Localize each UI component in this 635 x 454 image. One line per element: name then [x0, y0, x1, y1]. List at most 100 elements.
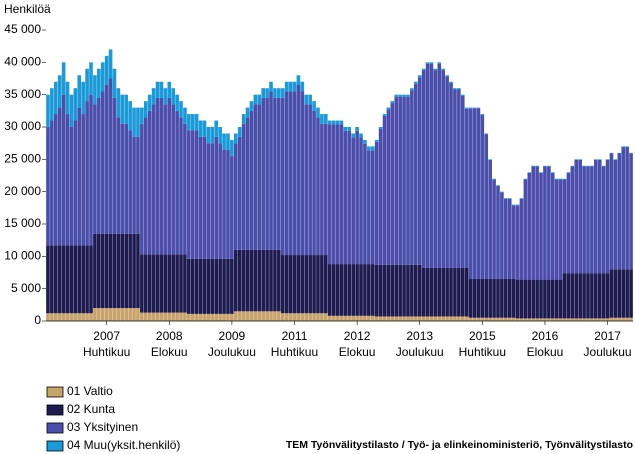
bar-segment [496, 278, 500, 318]
bar-segment [331, 124, 336, 265]
bar-segment [378, 127, 383, 129]
bar-segment [179, 312, 183, 321]
bar-segment [535, 279, 539, 319]
bar-segment [460, 316, 465, 321]
bar-segment [433, 316, 438, 321]
bar-segment [226, 313, 230, 321]
bar-segment [429, 316, 434, 321]
bar-segment [570, 318, 575, 321]
bar-segment [425, 62, 430, 64]
bar-segment [468, 107, 473, 109]
bar-segment [222, 258, 226, 314]
bar-segment [179, 117, 183, 255]
bar-segment [417, 264, 422, 317]
bar-segment [386, 109, 391, 265]
bar-segment [120, 94, 125, 124]
bar-segment [312, 110, 316, 256]
bar-segment [617, 317, 622, 321]
bar-segment [273, 249, 277, 312]
bar-segment [187, 313, 191, 321]
bar-segment [543, 318, 547, 321]
bar-segment [257, 94, 262, 105]
bar-segment [116, 308, 121, 321]
bar-segment [488, 317, 492, 321]
bar-segment [562, 179, 567, 274]
bar-segment [582, 165, 586, 167]
x-tick-label-part: Elokuu [339, 345, 376, 359]
bar-segment [112, 68, 117, 98]
bar-segment [245, 249, 250, 312]
y-axis-label: Henkilöä [4, 2, 51, 16]
bar-segment [257, 249, 262, 312]
bar-segment [519, 279, 524, 319]
bar-segment [547, 318, 551, 321]
bar-segment [93, 104, 97, 234]
bar-segment [128, 101, 132, 131]
bar-segment [284, 81, 289, 92]
bar-segment [617, 153, 622, 270]
bar-segment [445, 316, 449, 321]
bar-segment [363, 315, 367, 321]
x-tick-label: 2008 Elokuu [151, 329, 188, 359]
bar-segment [382, 264, 387, 317]
bar-segment [288, 313, 293, 321]
bar-segment [261, 249, 265, 312]
bar-segment [414, 83, 418, 265]
bar-segment [511, 205, 516, 279]
bar-segment [550, 172, 555, 173]
bar-segment [190, 313, 195, 321]
bar-segment [359, 264, 363, 316]
bar-segment [183, 107, 187, 124]
bar-segment [370, 146, 375, 151]
bar-segment [370, 150, 375, 265]
bar-segment [245, 117, 250, 250]
bar-segment [120, 123, 125, 234]
bar-segment [609, 152, 614, 154]
bar-segment [288, 255, 293, 314]
bar-segment [597, 159, 602, 160]
bar-segment [374, 139, 379, 142]
bar-segment [61, 245, 66, 314]
bar-segment [128, 233, 132, 309]
bar-segment [457, 88, 461, 90]
bar-segment [488, 159, 492, 279]
bar-segment [218, 313, 222, 321]
bar-segment [343, 127, 348, 131]
bar-segment [398, 264, 402, 317]
bar-segment [308, 94, 312, 105]
bar-segment [206, 127, 211, 144]
bar-segment [378, 316, 383, 321]
bar-segment [312, 101, 316, 111]
bar-segment [179, 254, 183, 313]
y-tick-label: 10 000 [4, 249, 41, 263]
bar-segment [269, 91, 273, 250]
bar-segment [327, 264, 332, 316]
x-tick-label-part: Joulukuu [396, 345, 444, 359]
bar-segment [445, 75, 449, 77]
bar-segment [97, 233, 101, 309]
bar-segment [351, 264, 356, 316]
bar-segment [280, 88, 285, 98]
bar-segment [147, 254, 152, 313]
bar-segment [241, 311, 246, 321]
bar-segment [394, 316, 399, 321]
bar-segment [85, 101, 89, 246]
bar-segment [269, 249, 273, 312]
bar-segment [437, 62, 442, 64]
bar-segment [414, 264, 418, 317]
bar-segment [378, 128, 383, 265]
bar-segment [625, 317, 629, 321]
bar-segment [241, 249, 246, 312]
bar-segment [402, 94, 406, 97]
bar-segment [629, 152, 633, 154]
bar-segment [214, 313, 219, 321]
y-tick-label: 0 [34, 313, 41, 327]
bar-segment [390, 264, 395, 317]
bar-segment [140, 123, 144, 255]
bar-segment [335, 315, 340, 321]
bar-segment [85, 313, 89, 321]
bar-segment [480, 317, 485, 321]
bar-segment [261, 88, 265, 98]
x-tick-label: 2017 Joulukuu [584, 329, 632, 359]
bar-segment [128, 308, 132, 321]
